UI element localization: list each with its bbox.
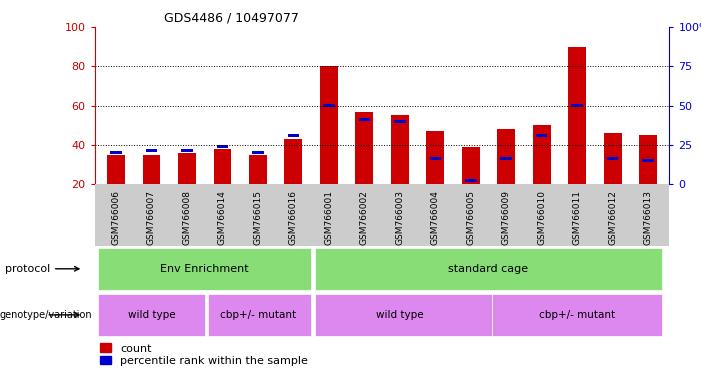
Bar: [320, 66, 338, 184]
Bar: [498, 129, 515, 184]
Text: GSM766011: GSM766011: [573, 190, 582, 245]
Bar: [465, 179, 477, 182]
Text: GSM766016: GSM766016: [289, 190, 298, 245]
Bar: [536, 134, 547, 137]
FancyBboxPatch shape: [98, 248, 311, 290]
Bar: [391, 116, 409, 184]
FancyBboxPatch shape: [315, 248, 662, 290]
Bar: [252, 151, 264, 154]
Text: genotype/variation: genotype/variation: [0, 310, 93, 320]
Bar: [501, 157, 512, 160]
Bar: [569, 46, 586, 184]
Text: cbp+/- mutant: cbp+/- mutant: [220, 310, 296, 320]
Bar: [181, 149, 193, 152]
Bar: [214, 149, 231, 184]
Text: GSM766013: GSM766013: [644, 190, 653, 245]
Text: wild type: wild type: [128, 310, 175, 320]
Text: standard cage: standard cage: [449, 264, 529, 274]
Bar: [146, 149, 157, 152]
Bar: [178, 153, 196, 184]
Bar: [642, 159, 654, 162]
Text: GSM766004: GSM766004: [431, 190, 440, 245]
Bar: [323, 104, 334, 107]
Text: wild type: wild type: [376, 310, 423, 320]
Text: GSM766006: GSM766006: [111, 190, 121, 245]
FancyBboxPatch shape: [98, 294, 205, 336]
Text: GDS4486 / 10497077: GDS4486 / 10497077: [163, 11, 299, 24]
FancyBboxPatch shape: [208, 294, 311, 336]
Bar: [358, 118, 370, 121]
Text: GSM766005: GSM766005: [466, 190, 475, 245]
FancyBboxPatch shape: [492, 294, 662, 336]
Bar: [287, 134, 299, 137]
Bar: [462, 147, 479, 184]
Text: Env Enrichment: Env Enrichment: [161, 264, 249, 274]
Bar: [426, 131, 444, 184]
Bar: [110, 151, 122, 154]
Bar: [249, 155, 266, 184]
Bar: [107, 155, 125, 184]
Legend: count, percentile rank within the sample: count, percentile rank within the sample: [100, 343, 308, 366]
Text: GSM766015: GSM766015: [253, 190, 262, 245]
Text: GSM766001: GSM766001: [325, 190, 333, 245]
Text: GSM766009: GSM766009: [502, 190, 511, 245]
Bar: [430, 157, 441, 160]
Bar: [604, 133, 622, 184]
Bar: [607, 157, 618, 160]
Text: GSM766002: GSM766002: [360, 190, 369, 245]
Text: GSM766003: GSM766003: [395, 190, 404, 245]
Text: protocol: protocol: [5, 264, 79, 274]
Bar: [142, 155, 161, 184]
Text: GSM766010: GSM766010: [537, 190, 546, 245]
Bar: [355, 111, 373, 184]
Text: GSM766014: GSM766014: [218, 190, 227, 245]
Bar: [571, 104, 583, 107]
Bar: [533, 125, 550, 184]
Bar: [394, 120, 406, 123]
FancyBboxPatch shape: [315, 294, 492, 336]
Bar: [217, 146, 228, 148]
Bar: [639, 135, 657, 184]
Bar: [285, 139, 302, 184]
Text: cbp+/- mutant: cbp+/- mutant: [539, 310, 615, 320]
Text: GSM766012: GSM766012: [608, 190, 617, 245]
Text: GSM766008: GSM766008: [182, 190, 191, 245]
Text: GSM766007: GSM766007: [147, 190, 156, 245]
